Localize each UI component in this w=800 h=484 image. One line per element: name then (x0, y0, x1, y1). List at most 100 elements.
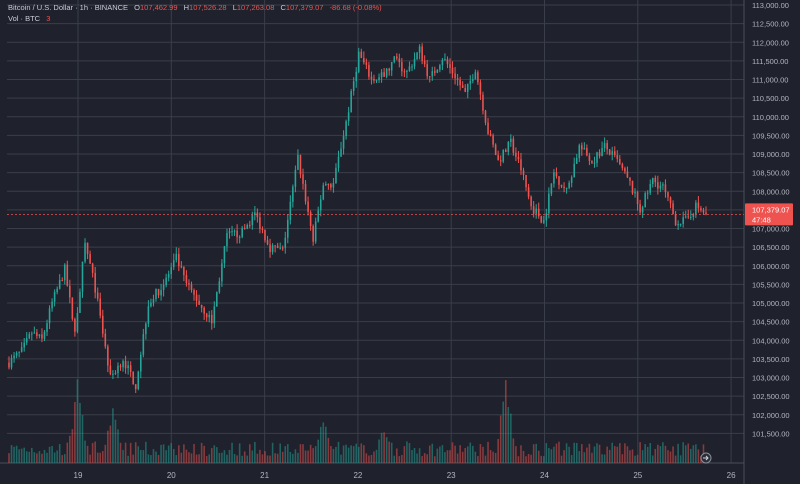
candle[interactable] (469, 75, 472, 90)
candle[interactable] (477, 70, 479, 85)
candle[interactable] (525, 174, 527, 191)
candle[interactable] (418, 44, 421, 60)
candle[interactable] (411, 64, 413, 72)
candle[interactable] (444, 53, 446, 61)
candle[interactable] (304, 180, 307, 205)
candle[interactable] (530, 195, 532, 210)
candle[interactable] (613, 146, 616, 158)
candle[interactable] (203, 306, 205, 320)
candle[interactable] (368, 61, 370, 80)
candle[interactable] (140, 351, 142, 379)
candle[interactable] (692, 212, 695, 221)
candle[interactable] (198, 294, 200, 305)
candle[interactable] (565, 187, 568, 194)
candle[interactable] (175, 247, 178, 263)
candle[interactable] (86, 242, 89, 260)
candle[interactable] (355, 67, 358, 88)
candle[interactable] (31, 331, 33, 341)
candle[interactable] (697, 196, 700, 213)
candle[interactable] (664, 179, 667, 198)
candle[interactable] (335, 163, 337, 184)
candle[interactable] (436, 69, 439, 74)
candle[interactable] (281, 245, 284, 251)
candle[interactable] (183, 266, 185, 282)
candle[interactable] (180, 261, 183, 269)
candle[interactable] (157, 288, 160, 299)
candle[interactable] (388, 67, 390, 76)
candle[interactable] (342, 130, 345, 155)
candle[interactable] (63, 263, 66, 285)
candle[interactable] (61, 277, 64, 282)
candle[interactable] (449, 58, 451, 74)
candle[interactable] (626, 166, 629, 179)
candle[interactable] (46, 319, 48, 336)
candle[interactable] (89, 250, 91, 264)
candle[interactable] (360, 48, 363, 59)
candle[interactable] (210, 310, 213, 330)
candle[interactable] (423, 55, 426, 68)
candle[interactable] (385, 68, 388, 79)
candle[interactable] (269, 238, 271, 258)
candle[interactable] (522, 167, 525, 181)
candle[interactable] (172, 253, 175, 271)
candle[interactable] (631, 180, 634, 195)
candle[interactable] (226, 228, 228, 252)
candle[interactable] (56, 286, 58, 295)
candle[interactable] (479, 79, 482, 101)
candle[interactable] (41, 328, 43, 343)
candle[interactable] (241, 225, 243, 239)
candle[interactable] (659, 181, 662, 193)
candle[interactable] (487, 118, 489, 136)
candle[interactable] (540, 215, 543, 224)
candle[interactable] (284, 231, 287, 254)
candle[interactable] (515, 147, 517, 162)
candle[interactable] (596, 151, 598, 167)
candle[interactable] (644, 191, 646, 208)
volume-label[interactable]: Vol · BTC (8, 14, 41, 23)
candle[interactable] (8, 356, 10, 370)
candle[interactable] (357, 47, 360, 74)
candle[interactable] (38, 334, 41, 339)
candle[interactable] (378, 73, 380, 83)
candle[interactable] (472, 74, 474, 84)
candle[interactable] (494, 143, 497, 156)
candle[interactable] (586, 144, 588, 157)
candle[interactable] (185, 270, 188, 287)
candle[interactable] (581, 142, 583, 156)
candle[interactable] (81, 261, 84, 298)
candle[interactable] (325, 181, 327, 186)
candle[interactable] (337, 150, 340, 172)
candle[interactable] (114, 370, 117, 375)
candle[interactable] (439, 63, 441, 73)
candle[interactable] (119, 363, 122, 371)
candle[interactable] (649, 179, 652, 196)
candle[interactable] (537, 202, 540, 219)
candle[interactable] (279, 242, 281, 250)
symbol-title[interactable]: Bitcoin / U.S. Dollar · 1h · BINANCE (8, 3, 129, 12)
candle[interactable] (13, 352, 15, 363)
candle[interactable] (593, 156, 596, 168)
candle[interactable] (619, 155, 621, 166)
candle[interactable] (218, 277, 221, 294)
candle[interactable] (669, 196, 672, 209)
candle[interactable] (466, 83, 469, 99)
candle[interactable] (317, 206, 320, 223)
candle[interactable] (568, 180, 570, 190)
candle[interactable] (129, 361, 132, 377)
candle[interactable] (679, 223, 682, 227)
candle[interactable] (142, 328, 145, 358)
candle[interactable] (122, 359, 124, 372)
candle[interactable] (28, 331, 31, 340)
candle[interactable] (639, 199, 641, 215)
candle[interactable] (51, 298, 53, 312)
candle[interactable] (213, 301, 216, 328)
candle[interactable] (390, 62, 393, 77)
candle[interactable] (662, 182, 664, 191)
candle[interactable] (373, 74, 375, 84)
candle[interactable] (289, 195, 292, 225)
candle[interactable] (347, 106, 350, 126)
candle[interactable] (492, 133, 494, 148)
candle[interactable] (510, 134, 512, 147)
candle[interactable] (107, 344, 109, 373)
